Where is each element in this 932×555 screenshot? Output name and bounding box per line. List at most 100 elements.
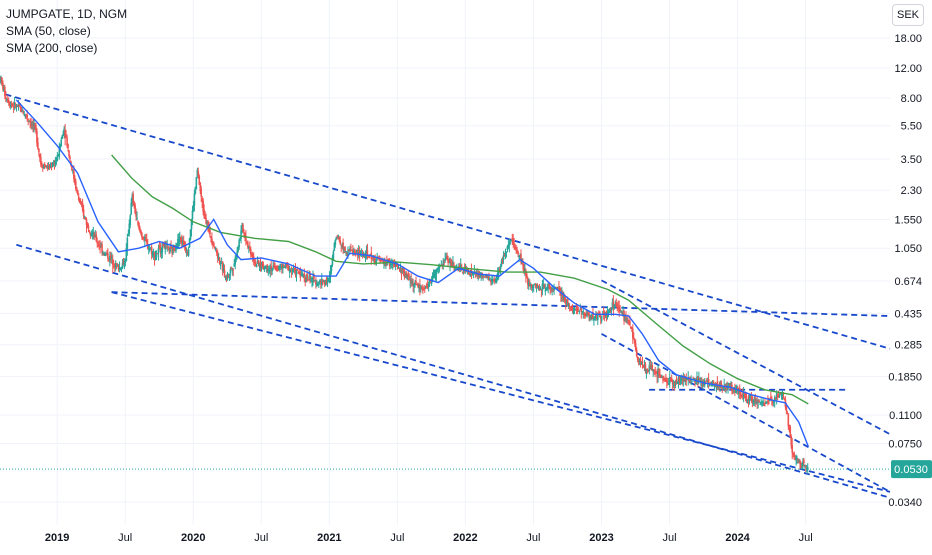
- candle-body: [754, 397, 757, 404]
- candle-body: [35, 125, 37, 132]
- candle-body: [222, 268, 225, 273]
- candle-body: [740, 395, 743, 397]
- candle-body: [795, 456, 797, 461]
- candle-body: [646, 368, 649, 371]
- candle-body: [257, 259, 260, 265]
- candle-body: [725, 388, 727, 390]
- candle-body: [169, 247, 171, 252]
- candle-body: [185, 251, 188, 254]
- candle-body: [638, 358, 641, 363]
- candle-body: [239, 238, 241, 240]
- candle-body: [271, 268, 273, 272]
- candle-body: [105, 253, 107, 255]
- candle-body: [94, 235, 97, 237]
- candle-body: [662, 378, 664, 380]
- candle-body: [742, 392, 745, 399]
- candle-body: [253, 261, 256, 263]
- candle-body: [796, 458, 798, 460]
- symbol-title[interactable]: JUMPGATE, 1D, NGM: [6, 7, 128, 21]
- candle-body: [591, 313, 593, 319]
- candle-body: [522, 260, 524, 266]
- candle-body: [717, 385, 720, 389]
- currency-button[interactable]: SEK: [892, 4, 924, 26]
- candle-body: [458, 264, 461, 268]
- candle-body: [743, 392, 746, 395]
- candle-body: [523, 264, 525, 272]
- candle-body: [299, 272, 302, 278]
- candle-body: [203, 209, 205, 217]
- candle-body: [133, 202, 135, 206]
- candle-body: [781, 393, 784, 395]
- candle-body: [494, 280, 497, 283]
- candle-body: [263, 266, 266, 270]
- candle-body: [597, 312, 600, 314]
- candle-body: [634, 343, 637, 351]
- candle-body: [108, 258, 110, 260]
- candle-body: [76, 190, 79, 195]
- candle-body: [88, 230, 91, 232]
- candle-body: [56, 155, 59, 161]
- candle-body: [136, 218, 138, 220]
- candle-body: [489, 277, 491, 281]
- candle-body: [635, 349, 638, 356]
- candle-body: [423, 289, 425, 291]
- candle-body: [220, 262, 223, 264]
- candle-body: [503, 253, 506, 256]
- candle-body: [338, 236, 341, 241]
- candle-body: [96, 242, 99, 244]
- candle-body: [510, 240, 513, 242]
- candle-body: [9, 103, 12, 108]
- x-tick-label: 2019: [45, 532, 69, 544]
- candle-body: [289, 268, 292, 270]
- candle-body: [782, 395, 785, 398]
- candle-body: [41, 165, 44, 169]
- candle-body: [340, 244, 342, 246]
- indicator-sma-50[interactable]: SMA (50, close): [6, 24, 91, 38]
- candle-body: [726, 387, 728, 391]
- candle-body: [399, 267, 402, 270]
- candle-body: [599, 316, 602, 319]
- candle-body: [627, 319, 629, 321]
- candle-body: [407, 272, 410, 278]
- candle-body: [552, 289, 554, 292]
- candle-body: [545, 288, 548, 291]
- candle-body: [293, 268, 296, 270]
- candle-body: [589, 316, 591, 319]
- trendline: [111, 291, 891, 317]
- x-tick-label: 2020: [181, 532, 205, 544]
- candle-body: [283, 264, 285, 267]
- candle-body: [490, 279, 492, 283]
- candle-body: [518, 255, 520, 257]
- candle-body: [38, 148, 40, 153]
- candle-body: [431, 275, 434, 281]
- candle-body: [559, 287, 561, 291]
- candle-body: [389, 263, 392, 265]
- candle-body: [745, 396, 748, 401]
- candle-body: [124, 262, 127, 264]
- indicator-sma-200[interactable]: SMA (200, close): [6, 41, 98, 55]
- candle-body: [602, 311, 605, 315]
- candle-body: [671, 381, 674, 385]
- candle-body: [562, 296, 565, 300]
- candle-body: [666, 381, 668, 383]
- candle-body: [403, 269, 406, 277]
- candle-body: [763, 402, 765, 404]
- candle-body: [442, 260, 445, 266]
- candle-body: [298, 272, 301, 275]
- candle-body: [777, 395, 780, 397]
- candle-body: [804, 464, 806, 466]
- candle-body: [519, 254, 521, 257]
- candle-body: [713, 384, 716, 387]
- candle-body: [449, 258, 451, 264]
- candle-body: [751, 397, 754, 402]
- candle-body: [167, 246, 169, 248]
- candle-body: [343, 248, 345, 252]
- candle-body: [803, 459, 805, 464]
- candle-body: [512, 238, 515, 245]
- candle-body: [355, 249, 358, 253]
- candle-body: [645, 369, 648, 373]
- candle-body: [115, 263, 118, 266]
- candle-body: [95, 234, 98, 241]
